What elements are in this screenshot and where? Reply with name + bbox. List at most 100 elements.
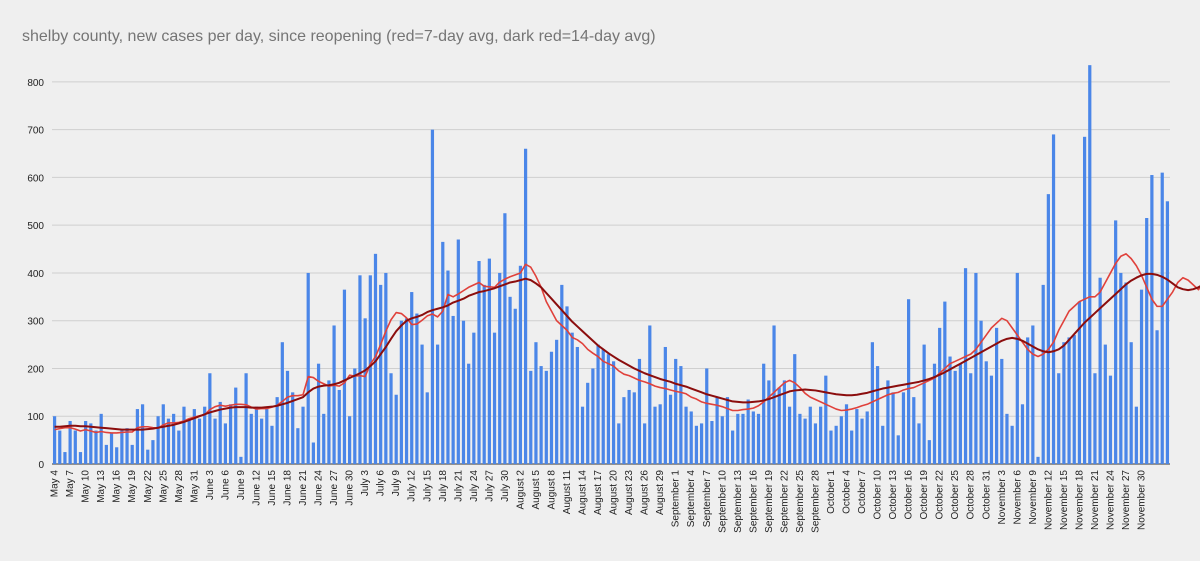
x-tick-label: July 24 — [469, 470, 480, 502]
bar — [213, 418, 217, 464]
bar — [254, 406, 259, 464]
x-tick-label: June 3 — [205, 470, 216, 500]
bar — [498, 272, 502, 464]
bar — [875, 366, 880, 464]
bar — [870, 342, 874, 464]
bar — [1041, 284, 1045, 464]
bar — [146, 449, 150, 464]
bar — [322, 413, 326, 464]
bar — [1010, 425, 1014, 464]
bar — [886, 380, 890, 464]
bar — [1020, 404, 1025, 464]
bar — [296, 428, 300, 464]
bar — [844, 404, 849, 464]
bar — [938, 327, 942, 464]
bar — [948, 356, 952, 464]
x-tick-label: October 7 — [857, 470, 868, 514]
bar — [699, 423, 704, 464]
bar — [694, 425, 699, 464]
x-tick-label: August 23 — [624, 470, 635, 515]
bar — [472, 332, 476, 464]
bar — [943, 301, 947, 464]
bar — [637, 358, 642, 464]
bar — [979, 320, 983, 464]
x-tick-label: July 12 — [407, 470, 418, 502]
bar — [353, 368, 357, 464]
bar — [793, 354, 797, 464]
bar — [451, 315, 455, 464]
bar — [534, 342, 538, 464]
bar — [1114, 220, 1118, 464]
bar — [1103, 344, 1107, 464]
bar — [523, 148, 528, 464]
x-tick-label: July 27 — [484, 470, 495, 502]
bar — [140, 404, 145, 464]
bar — [1155, 330, 1159, 464]
bar — [109, 432, 114, 464]
bar — [161, 404, 165, 464]
x-tick-label: May 28 — [174, 470, 185, 503]
bar — [187, 418, 191, 464]
bar — [275, 397, 279, 464]
bar — [420, 344, 424, 464]
x-tick-label: July 6 — [376, 470, 387, 497]
bar — [228, 404, 233, 464]
x-tick-label: August 20 — [609, 470, 620, 515]
x-tick-label: November 24 — [1105, 470, 1116, 530]
bar — [436, 344, 440, 464]
bar — [1165, 201, 1170, 465]
bar — [58, 430, 62, 464]
bar — [984, 361, 988, 464]
bar — [736, 413, 740, 464]
y-tick-label: 400 — [27, 269, 44, 280]
bar — [565, 306, 569, 464]
y-tick-label: 500 — [27, 221, 44, 232]
x-tick-label: September 7 — [702, 470, 713, 528]
bar — [1108, 375, 1113, 464]
bar — [265, 406, 269, 464]
bar — [316, 363, 321, 464]
x-tick-label: August 26 — [640, 470, 651, 515]
bar — [430, 129, 435, 464]
bar — [1160, 172, 1164, 464]
bar — [1015, 272, 1019, 464]
bar — [291, 392, 295, 464]
bar — [1046, 194, 1050, 464]
bar — [1134, 406, 1138, 464]
bar — [358, 275, 362, 464]
bar — [1000, 358, 1004, 464]
bar — [529, 370, 533, 464]
x-tick-label: November 9 — [1028, 470, 1039, 525]
y-tick-label: 300 — [27, 317, 44, 328]
bar — [1098, 277, 1102, 464]
x-tick-label: May 4 — [50, 470, 61, 498]
bar — [1124, 282, 1128, 464]
x-tick-label: November 6 — [1012, 470, 1023, 525]
x-tick-label: October 22 — [935, 470, 946, 520]
bar — [1026, 337, 1030, 464]
x-tick-label: July 15 — [422, 470, 433, 502]
bar — [337, 389, 341, 464]
bar — [197, 418, 202, 464]
x-tick-label: June 27 — [329, 470, 340, 506]
bar-layer — [52, 65, 1170, 465]
bar — [327, 380, 331, 464]
x-tick-label: October 16 — [904, 470, 915, 520]
x-tick-label: August 14 — [578, 470, 589, 515]
bar — [177, 430, 181, 464]
bar — [580, 406, 585, 464]
bar — [166, 418, 171, 464]
bar — [389, 373, 393, 464]
bar — [741, 413, 745, 464]
bar — [549, 351, 554, 464]
y-tick-label: 600 — [27, 173, 44, 184]
bar — [68, 421, 72, 464]
bar — [782, 380, 786, 464]
bar — [89, 423, 93, 464]
bar — [425, 392, 429, 464]
bar — [280, 342, 284, 464]
bar — [84, 421, 88, 464]
y-tick-label: 700 — [27, 126, 44, 137]
x-tick-label: July 9 — [391, 470, 402, 497]
